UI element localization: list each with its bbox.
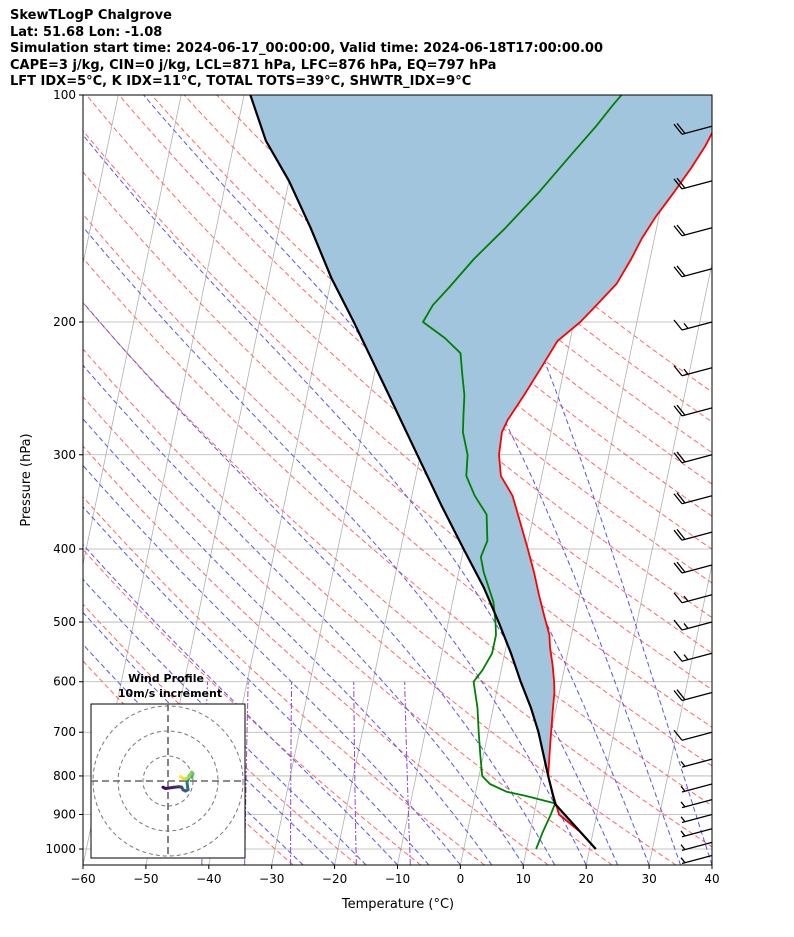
wind-barb: [680, 813, 713, 824]
wind-barb: [680, 841, 713, 852]
wind-barb: [680, 828, 713, 838]
hodograph-segment: [179, 775, 183, 779]
isotherm: [648, 562, 712, 865]
x-tick-label: 30: [641, 872, 656, 886]
header-cape-indices: CAPE=3 j/kg, CIN=0 j/kg, LCL=871 hPa, LF…: [10, 57, 497, 73]
hodograph-title: Wind Profile: [128, 672, 204, 685]
wind-barb: [673, 177, 713, 190]
dewpoint-profile-line: [422, 95, 623, 850]
isotherm: [711, 863, 712, 865]
mixing-ratio-line: [290, 681, 293, 865]
chart-header: SkewTLogP Chalgrove Lat: 51.68 Lon: -1.0…: [10, 8, 790, 91]
mixing-ratio-line: [353, 681, 357, 865]
wind-barb: [673, 265, 713, 278]
temperature-profile-line: [498, 131, 712, 850]
moist-adiabat: [83, 418, 493, 865]
y-tick-label: 1000: [45, 842, 76, 856]
hodograph-inset: [90, 703, 246, 859]
cape-area: [250, 95, 712, 849]
moist-adiabat: [83, 506, 430, 865]
x-tick-label: −40: [196, 872, 221, 886]
moist-adiabat: [83, 578, 367, 865]
wind-barb: [680, 854, 713, 865]
wind-barb: [680, 799, 713, 809]
wind-barb: [673, 650, 713, 662]
y-tick-label: 100: [53, 88, 76, 102]
dry-adiabat: [83, 496, 485, 865]
isotherm: [83, 95, 182, 567]
x-tick-label: −30: [259, 872, 284, 886]
dry-adiabat: [83, 213, 712, 767]
moist-adiabat: [408, 95, 712, 865]
y-tick-label: 200: [53, 315, 76, 329]
wind-barb: [673, 528, 713, 541]
x-tick-label: 40: [704, 872, 719, 886]
y-axis-label: Pressure (hPa): [19, 433, 34, 526]
x-axis-label: Temperature (°C): [341, 897, 454, 912]
y-tick-label: 700: [53, 725, 76, 739]
mixing-ratio-line: [404, 681, 411, 865]
plot-area: [83, 95, 712, 865]
header-title: SkewTLogP Chalgrove: [10, 8, 172, 23]
dry-adiabat: [83, 348, 677, 865]
header-stability-indices: LFT IDX=5°C, K IDX=11°C, TOTAL TOTS=39°C…: [10, 74, 472, 89]
header-times: Simulation start time: 2024-06-17_00:00:…: [10, 41, 603, 56]
x-tick-label: −50: [133, 872, 158, 886]
wind-barb: [673, 319, 713, 331]
x-tick-label: 20: [579, 872, 594, 886]
isotherm: [585, 261, 712, 865]
y-tick-label: 800: [53, 769, 76, 783]
wind-barb: [673, 689, 713, 702]
x-tick-label: −10: [385, 872, 410, 886]
dry-adiabat: [83, 396, 613, 865]
wind-barb: [673, 561, 713, 574]
wind-barb: [673, 224, 713, 237]
parcel-profile-line: [249, 95, 597, 850]
header-location: Lat: 51.68 Lon: -1.08: [10, 24, 163, 40]
wind-barb: [673, 729, 713, 741]
dry-adiabat: [83, 445, 549, 865]
x-tick-label: −20: [322, 872, 347, 886]
wind-barbs: [673, 123, 713, 865]
wind-barb: [680, 783, 713, 793]
moist-adiabat: [266, 95, 681, 865]
moist-adiabat: [83, 611, 335, 865]
wind-barb: [673, 123, 713, 135]
y-tick-label: 900: [53, 808, 76, 822]
hodograph-subtitle: 10m/s increment: [118, 687, 222, 700]
wind-barb: [673, 592, 713, 604]
dry-adiabat: [83, 302, 712, 848]
wind-barb: [673, 492, 713, 505]
wind-barb: [680, 758, 713, 768]
moist-adiabat: [83, 543, 398, 865]
y-tick-label: 400: [53, 542, 76, 556]
wind-barb: [673, 365, 713, 377]
axes: −60 −50 −40 −30 −20 −10 0 10 20 30 40 100 200 300 400 5…: [45, 88, 719, 886]
dry-adiabat: [151, 95, 712, 584]
wind-barb: [673, 619, 713, 631]
x-tick-label: 10: [516, 872, 531, 886]
dry-adiabat: [118, 95, 712, 619]
moist-adiabat: [83, 364, 524, 865]
wind-barb: [673, 404, 713, 417]
wind-barb: [673, 451, 713, 464]
dry-adiabat: [83, 171, 712, 728]
x-tick-label: 0: [457, 872, 465, 886]
y-tick-label: 300: [53, 448, 76, 462]
x-tick-label: −60: [70, 872, 95, 886]
isotherm: [83, 95, 119, 266]
y-tick-label: 500: [53, 615, 76, 629]
y-tick-label: 600: [53, 675, 76, 689]
